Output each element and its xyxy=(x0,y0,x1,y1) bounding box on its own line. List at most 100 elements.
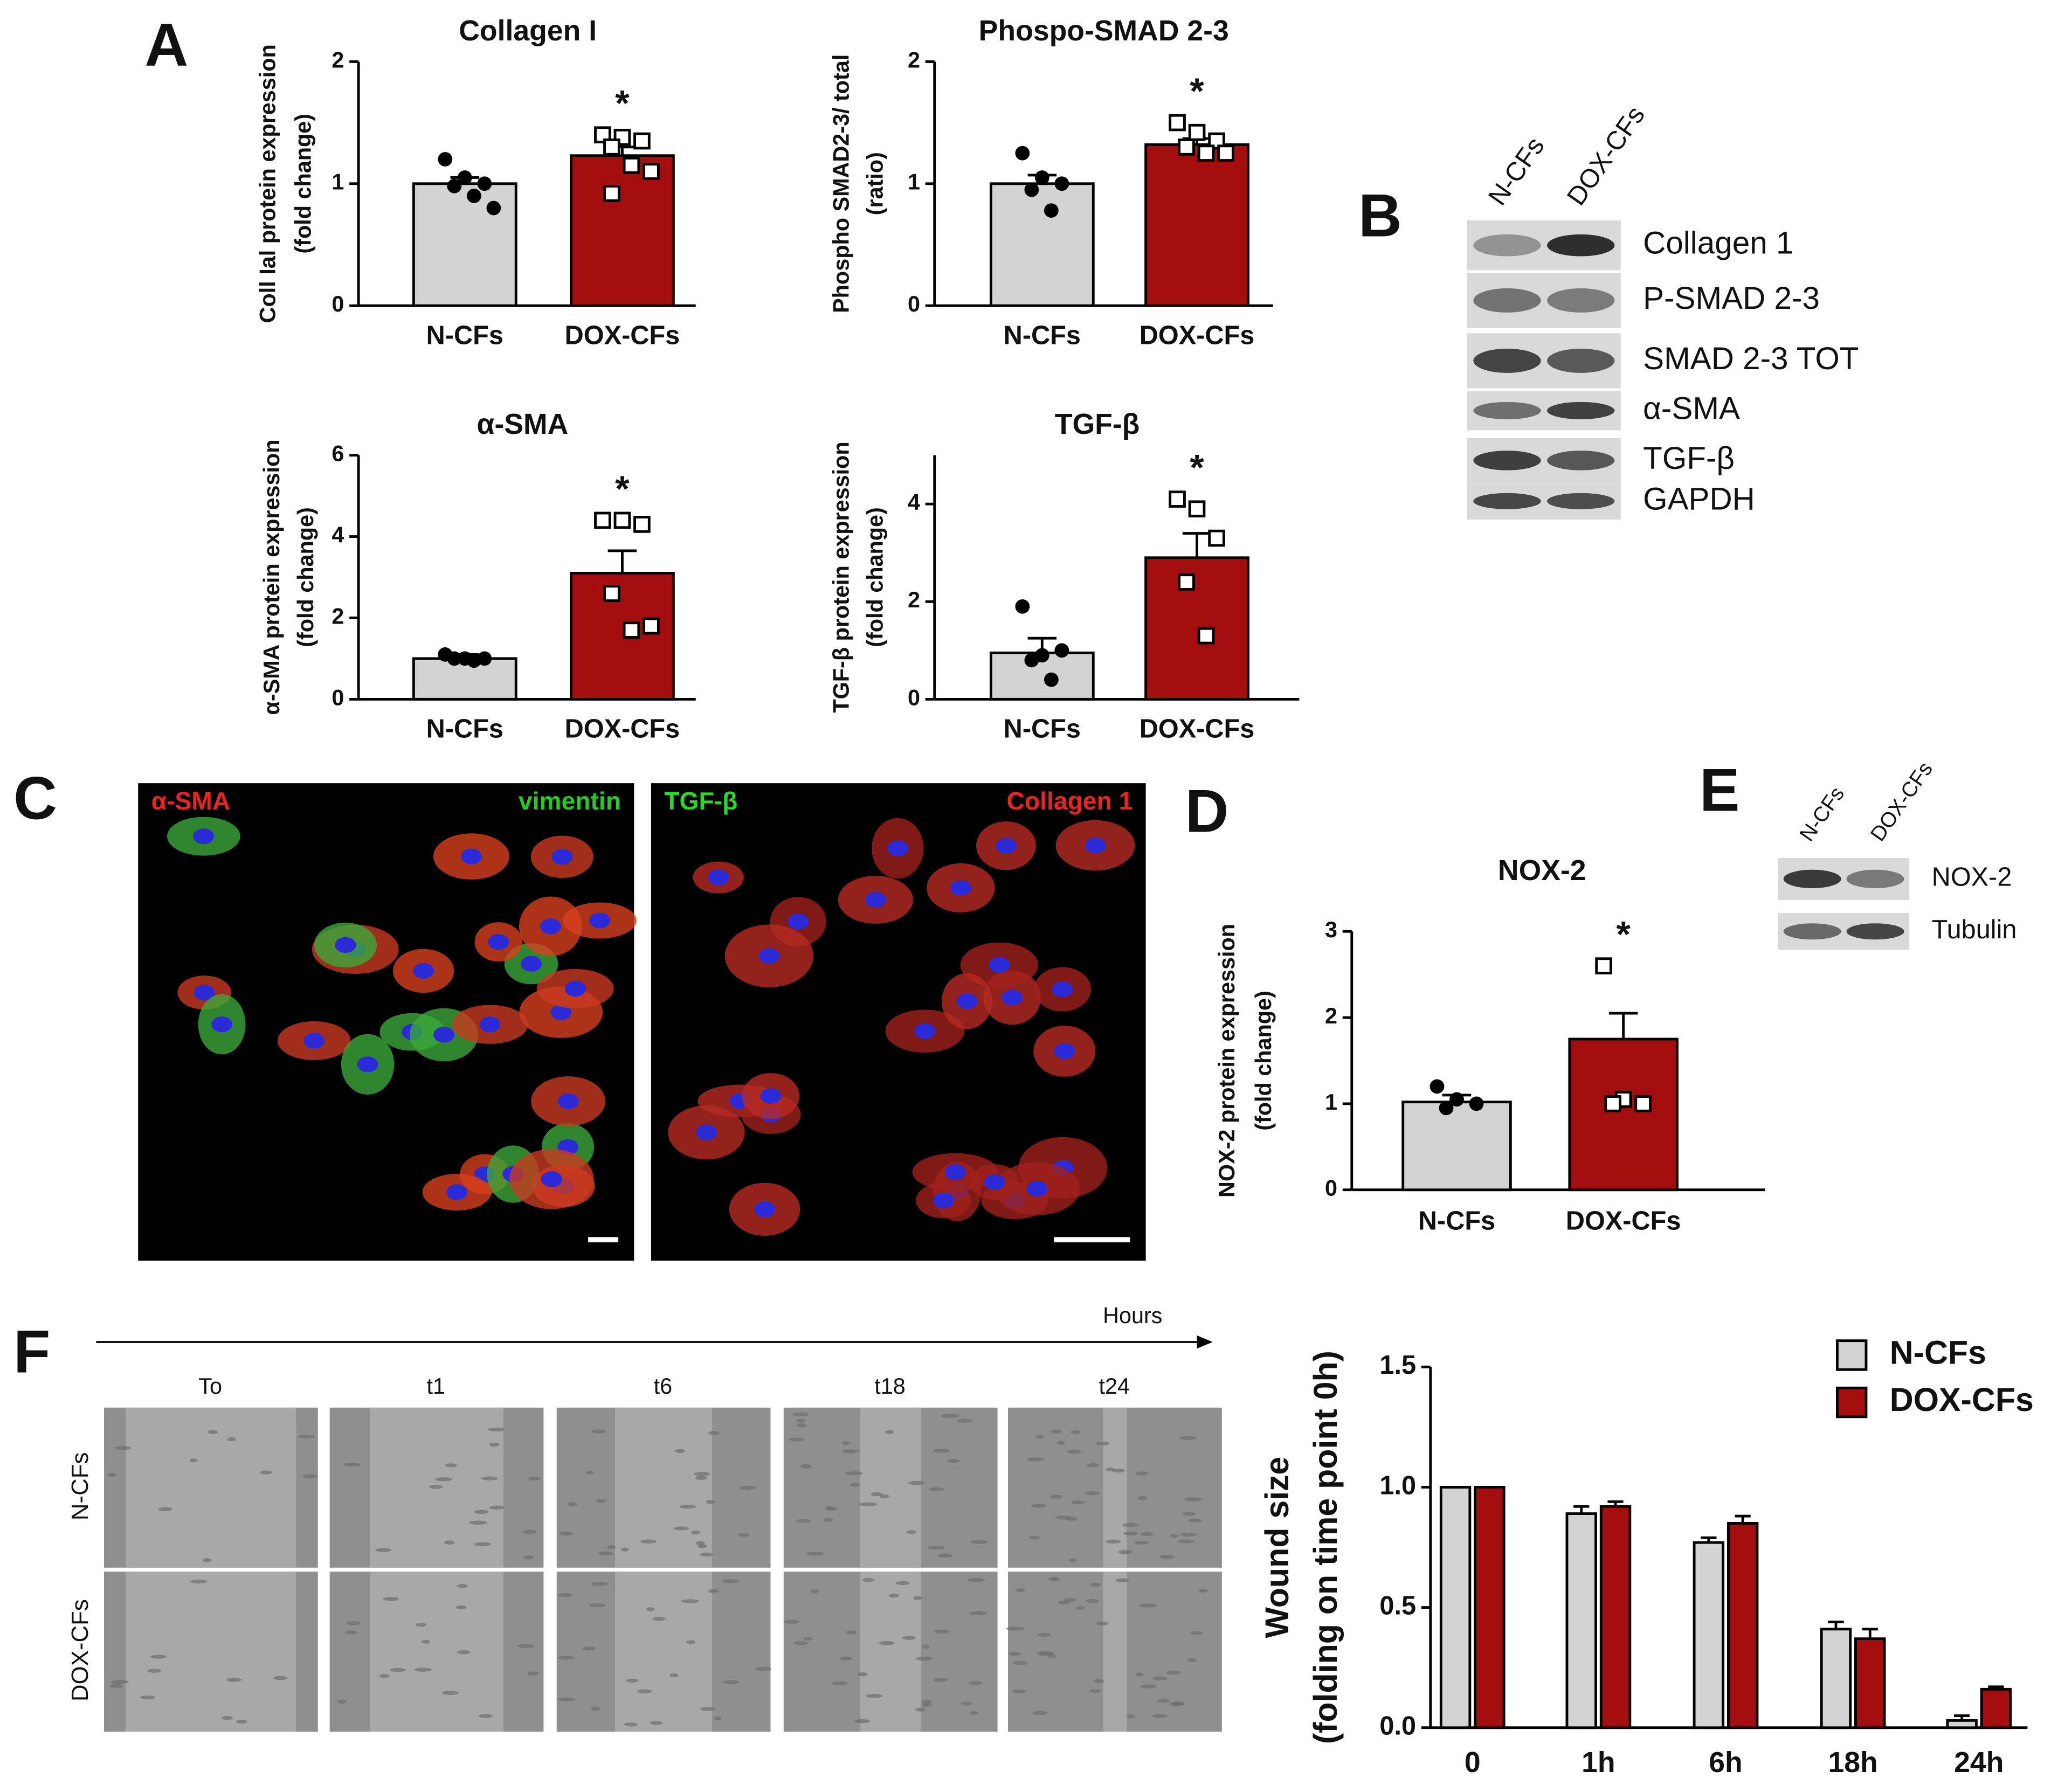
cell-texture xyxy=(150,1655,167,1659)
cell-nucleus xyxy=(557,1093,579,1109)
error-bar xyxy=(1828,1620,1844,1629)
data-point xyxy=(1208,529,1225,547)
data-point xyxy=(643,617,660,635)
cell-texture xyxy=(1123,1531,1138,1535)
cell-texture xyxy=(1152,1714,1168,1718)
cell-texture xyxy=(637,1689,652,1693)
cell-texture xyxy=(1118,1550,1132,1554)
wound-gap xyxy=(860,1407,921,1568)
legend-label: DOX-CFs xyxy=(1890,1381,2034,1418)
blot-band xyxy=(1846,869,1904,888)
significance-marker: * xyxy=(1616,914,1631,955)
cell-texture xyxy=(947,1458,960,1463)
cell-texture xyxy=(1135,1471,1149,1476)
data-point xyxy=(1439,1101,1454,1116)
cell-nucleus xyxy=(1085,837,1106,854)
cell-texture xyxy=(344,1630,357,1635)
wound-gap xyxy=(126,1572,296,1732)
cell-nucleus xyxy=(933,1192,954,1208)
lane-label: N-CFs xyxy=(1795,783,1849,846)
chart-title: Collagen I xyxy=(459,15,597,47)
cell-texture xyxy=(1190,1631,1203,1635)
y-tick-label: 0 xyxy=(1325,1176,1337,1201)
data-point xyxy=(1429,1079,1445,1094)
data-point xyxy=(1188,500,1206,518)
data-point xyxy=(438,152,453,167)
significance-marker: * xyxy=(1190,447,1204,488)
y-axis-label: Coll Ial protein expression xyxy=(255,44,280,323)
cell-texture xyxy=(1140,1532,1154,1537)
cell-texture xyxy=(1068,1558,1078,1562)
cell-texture xyxy=(585,1470,594,1475)
cell-texture xyxy=(928,1545,945,1550)
cell-texture xyxy=(824,1518,833,1522)
panel-label: A xyxy=(144,11,188,79)
data-point xyxy=(1044,203,1059,218)
cell-texture xyxy=(859,1502,878,1506)
y-tick-label: 1 xyxy=(332,170,344,195)
cell-texture xyxy=(383,1597,399,1601)
cell-nucleus xyxy=(589,912,610,929)
cell-texture xyxy=(1177,1539,1194,1544)
legend-label: N-CFs xyxy=(1890,1334,1986,1371)
cell-texture xyxy=(740,1485,756,1490)
cell-texture xyxy=(1140,1684,1157,1689)
data-point xyxy=(633,516,651,533)
cell-texture xyxy=(913,1596,922,1600)
cell-nucleus xyxy=(950,880,971,896)
legend-swatch xyxy=(1835,1339,1868,1371)
cell-texture xyxy=(558,1593,572,1597)
cell-nucleus xyxy=(914,1023,936,1039)
blot-band xyxy=(1473,451,1541,471)
legend-swatch xyxy=(1835,1386,1868,1419)
wound-gap xyxy=(1103,1572,1127,1732)
error-bar xyxy=(1862,1628,1878,1639)
cell-texture xyxy=(831,1681,847,1686)
cell-texture xyxy=(1027,1457,1044,1462)
band-label: GAPDH xyxy=(1643,481,1755,516)
x-tick-label: N-CFs xyxy=(1004,321,1081,350)
data-point xyxy=(1015,599,1030,614)
arrow-head xyxy=(1197,1335,1213,1349)
timepoint-label: To xyxy=(198,1374,222,1399)
cell-texture xyxy=(343,1462,361,1467)
cell-texture xyxy=(879,1641,895,1645)
bar xyxy=(1401,1101,1512,1192)
cell-texture xyxy=(1137,1496,1147,1500)
cell-texture xyxy=(557,1656,575,1660)
chart-title: NOX-2 xyxy=(1498,855,1586,887)
x-tick-label: 24h xyxy=(1954,1747,2004,1779)
cell-texture xyxy=(489,1505,505,1510)
error-bar xyxy=(1182,532,1212,558)
cell-texture xyxy=(435,1477,453,1482)
cell-texture xyxy=(489,1442,500,1447)
cell-texture xyxy=(591,1429,606,1434)
cell-nucleus xyxy=(696,1124,717,1140)
cell-nucleus xyxy=(984,1174,1005,1190)
cell-texture xyxy=(969,1611,987,1615)
cell-texture xyxy=(1180,1532,1197,1537)
data-point xyxy=(457,170,472,185)
y-tick-label: 6 xyxy=(332,441,344,466)
x-tick-label: 6h xyxy=(1709,1747,1742,1779)
cell-texture xyxy=(825,1506,838,1511)
cell-texture xyxy=(522,1530,537,1534)
data-point xyxy=(466,189,481,203)
cell-nucleus xyxy=(760,1088,782,1104)
cell-texture xyxy=(922,1644,930,1649)
bar xyxy=(1568,1037,1679,1192)
bar xyxy=(1599,1505,1632,1729)
data-point xyxy=(594,511,611,529)
blot-band xyxy=(1783,923,1841,940)
cell-nucleus xyxy=(193,828,215,845)
bar xyxy=(1693,1541,1725,1729)
cell-texture xyxy=(854,1719,870,1724)
blot-band xyxy=(1473,234,1541,257)
cell-texture xyxy=(114,1446,132,1450)
cell-texture xyxy=(1184,1497,1203,1502)
blot-band xyxy=(1547,493,1615,509)
error-bar xyxy=(1735,1514,1751,1524)
cell-nucleus xyxy=(708,869,729,885)
cell-texture xyxy=(208,1430,218,1434)
cell-texture xyxy=(1135,1672,1144,1677)
